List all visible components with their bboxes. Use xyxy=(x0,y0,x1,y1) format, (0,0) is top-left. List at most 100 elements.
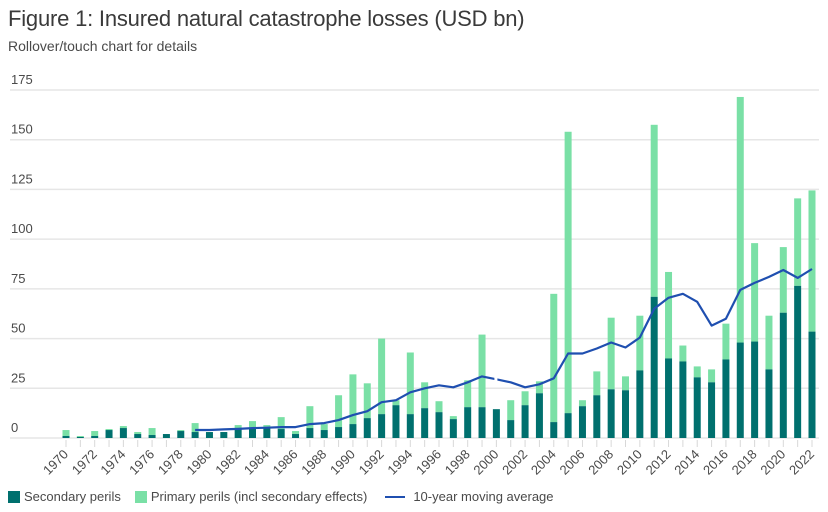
bar-group-2004[interactable] xyxy=(550,293,558,438)
bar-secondary[interactable] xyxy=(191,432,199,438)
bar-primary[interactable] xyxy=(564,131,572,414)
bar-group-1990[interactable] xyxy=(349,374,357,438)
bar-secondary[interactable] xyxy=(378,414,386,438)
moving-average-point[interactable] xyxy=(436,382,442,388)
bar-group-2013[interactable] xyxy=(679,345,687,438)
moving-average-point[interactable] xyxy=(522,384,528,390)
moving-average-point[interactable] xyxy=(795,275,801,281)
bar-primary[interactable] xyxy=(679,345,687,362)
bar-group-2010[interactable] xyxy=(636,315,644,438)
bar-group-2003[interactable] xyxy=(535,381,543,438)
bar-group-1988[interactable] xyxy=(320,424,328,438)
bar-primary[interactable] xyxy=(306,406,314,429)
bar-primary[interactable] xyxy=(234,425,242,430)
bar-secondary[interactable] xyxy=(607,389,615,438)
bar-group-1996[interactable] xyxy=(435,401,443,438)
bar-group-2019[interactable] xyxy=(765,315,773,438)
bar-primary[interactable] xyxy=(363,383,371,419)
bar-secondary[interactable] xyxy=(349,424,357,438)
legend-item-moving-average[interactable]: 10-year moving average xyxy=(381,489,554,504)
bar-group-2016[interactable] xyxy=(722,323,730,438)
moving-average-point[interactable] xyxy=(809,266,815,272)
bar-primary[interactable] xyxy=(779,247,787,313)
bar-secondary[interactable] xyxy=(249,428,256,438)
moving-average-point[interactable] xyxy=(551,375,557,381)
bar-secondary[interactable] xyxy=(421,408,429,438)
bar-primary[interactable] xyxy=(263,425,271,428)
moving-average-point[interactable] xyxy=(293,424,299,430)
bar-secondary[interactable] xyxy=(220,432,228,438)
bar-group-2011[interactable] xyxy=(650,124,658,438)
bar-primary[interactable] xyxy=(105,429,113,431)
moving-average-point[interactable] xyxy=(752,280,758,286)
bar-secondary[interactable] xyxy=(622,390,629,438)
bar-primary[interactable] xyxy=(722,323,730,360)
moving-average-point[interactable] xyxy=(221,426,227,432)
moving-average-point[interactable] xyxy=(206,427,212,433)
moving-average-point[interactable] xyxy=(709,323,715,329)
bar-group-1986[interactable] xyxy=(292,431,300,438)
bar-primary[interactable] xyxy=(578,400,586,407)
moving-average-point[interactable] xyxy=(393,397,399,403)
bar-primary[interactable] xyxy=(349,374,357,425)
bar-group-1989[interactable] xyxy=(335,395,343,438)
moving-average-point[interactable] xyxy=(336,417,342,423)
bar-secondary[interactable] xyxy=(363,418,371,438)
bar-primary[interactable] xyxy=(292,431,300,435)
bar-primary[interactable] xyxy=(464,380,472,408)
bar-secondary[interactable] xyxy=(722,359,730,438)
bar-secondary[interactable] xyxy=(105,430,113,438)
bar-primary[interactable] xyxy=(751,243,759,342)
bar-primary[interactable] xyxy=(622,376,629,391)
bar-secondary[interactable] xyxy=(535,393,543,438)
bar-secondary[interactable] xyxy=(593,395,601,438)
bar-secondary[interactable] xyxy=(578,406,586,438)
bar-secondary[interactable] xyxy=(507,420,515,438)
bar-group-1992[interactable] xyxy=(378,338,386,438)
bar-secondary[interactable] xyxy=(478,407,486,438)
bar-primary[interactable] xyxy=(593,371,601,396)
moving-average-point[interactable] xyxy=(450,384,456,390)
bar-group-2005[interactable] xyxy=(564,131,572,438)
bar-group-2022[interactable] xyxy=(808,190,816,438)
bar-group-1978[interactable] xyxy=(177,430,185,438)
bar-secondary[interactable] xyxy=(134,434,142,438)
bar-secondary[interactable] xyxy=(263,427,271,438)
chart-plot[interactable]: 0 25 50 75 100 125 150 175 19701972197419761978… xyxy=(0,0,828,486)
moving-average-point[interactable] xyxy=(579,350,585,356)
bar-group-1987[interactable] xyxy=(306,406,314,438)
bar-secondary[interactable] xyxy=(464,407,472,438)
bar-secondary[interactable] xyxy=(492,409,500,438)
moving-average-point[interactable] xyxy=(307,421,313,427)
bar-primary[interactable] xyxy=(650,124,658,297)
moving-average-point[interactable] xyxy=(321,420,327,426)
bar-secondary[interactable] xyxy=(306,428,314,438)
bar-group-1985[interactable] xyxy=(277,417,285,438)
moving-average-point[interactable] xyxy=(651,306,657,312)
bar-primary[interactable] xyxy=(535,381,543,394)
legend-item-primary[interactable]: Primary perils (incl secondary effects) xyxy=(134,489,367,504)
bar-group-1980[interactable] xyxy=(205,432,213,438)
bar-group-1974[interactable] xyxy=(119,426,127,438)
bar-primary[interactable] xyxy=(550,293,558,423)
bar-secondary[interactable] xyxy=(335,427,343,438)
bar-secondary[interactable] xyxy=(521,405,529,438)
bar-group-1993[interactable] xyxy=(392,400,400,438)
bar-secondary[interactable] xyxy=(162,434,170,438)
bar-primary[interactable] xyxy=(607,317,615,390)
moving-average-point[interactable] xyxy=(666,295,672,301)
bar-secondary[interactable] xyxy=(736,342,744,438)
moving-average-point[interactable] xyxy=(780,267,786,273)
moving-average-point[interactable] xyxy=(364,408,370,414)
bar-group-2001[interactable] xyxy=(507,400,515,438)
bar-primary[interactable] xyxy=(478,334,486,408)
bar-primary[interactable] xyxy=(378,338,386,415)
bar-group-2009[interactable] xyxy=(622,376,629,438)
bar-primary[interactable] xyxy=(406,352,414,415)
moving-average-point[interactable] xyxy=(479,373,485,379)
bar-primary[interactable] xyxy=(320,424,328,431)
bar-group-1977[interactable] xyxy=(162,434,170,438)
moving-average-point[interactable] xyxy=(422,385,428,391)
bar-secondary[interactable] xyxy=(650,296,658,438)
bar-group-1999[interactable] xyxy=(478,334,486,438)
